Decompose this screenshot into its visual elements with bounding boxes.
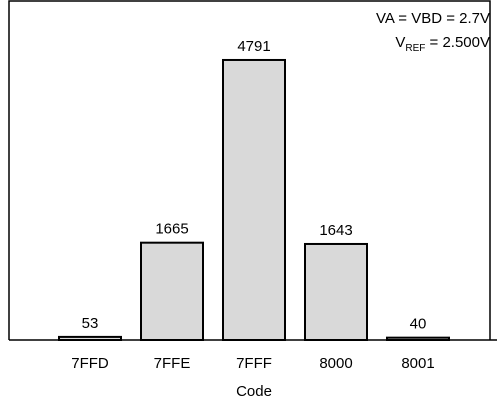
data-label-7ffd: 53 bbox=[82, 315, 99, 332]
bar-7ffe bbox=[140, 241, 204, 341]
supply-voltage-annotation: VA = VBD = 2.7V bbox=[376, 10, 490, 27]
x-tick-label-8000: 8000 bbox=[319, 355, 352, 372]
vref-subscript: REF bbox=[405, 43, 426, 54]
x-tick-label-8001: 8001 bbox=[401, 355, 434, 372]
x-axis-label: Code bbox=[236, 383, 272, 400]
bar-7ffd bbox=[58, 335, 122, 342]
data-label-8001: 40 bbox=[410, 316, 427, 333]
data-label-8000: 1643 bbox=[319, 222, 352, 239]
vref-value: = 2.500V bbox=[425, 34, 490, 51]
bar-7fff bbox=[222, 58, 286, 342]
reference-voltage-annotation: VREF = 2.500V bbox=[395, 34, 490, 54]
x-tick-label-7ffe: 7FFE bbox=[154, 355, 191, 372]
plot-frame bbox=[8, 0, 491, 340]
data-label-7fff: 4791 bbox=[237, 38, 270, 55]
x-tick-label-7ffd: 7FFD bbox=[71, 355, 109, 372]
vref-symbol: V bbox=[395, 34, 406, 51]
bar-8000 bbox=[304, 242, 368, 341]
bar-8001 bbox=[386, 336, 450, 342]
data-label-7ffe: 1665 bbox=[155, 221, 188, 238]
x-tick-label-7fff: 7FFF bbox=[236, 355, 272, 372]
